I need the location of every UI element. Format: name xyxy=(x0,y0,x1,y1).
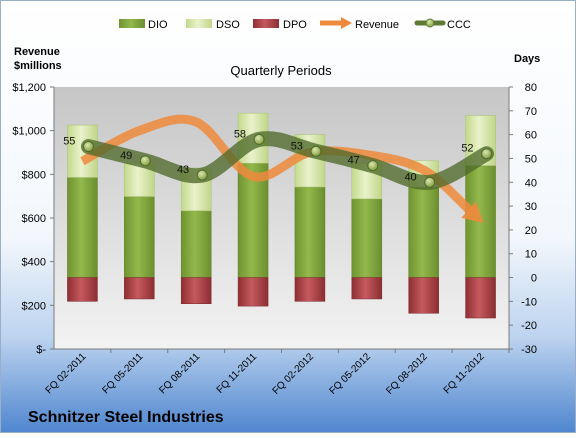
dpo-bar xyxy=(124,277,155,300)
dpo-bar xyxy=(465,277,496,319)
left-axis-tick-label: $200 xyxy=(22,300,46,312)
left-axis-title-line-1: Revenue xyxy=(14,46,60,58)
company-title: Schnitzer Steel Industries xyxy=(28,409,224,426)
ccc-data-label: 58 xyxy=(234,128,246,140)
left-axis-title-line-2: $millions xyxy=(14,60,62,72)
plot-area xyxy=(54,87,509,349)
ccc-point xyxy=(82,141,94,153)
legend-item-dso: DSO xyxy=(186,19,240,31)
legend: DIO DSO DPO Revenue CCC xyxy=(119,17,471,31)
dpo-bar xyxy=(237,277,269,307)
left-axis-tick-label: $400 xyxy=(22,257,46,269)
chart-title: Quarterly Periods xyxy=(230,63,332,78)
ccc-data-label: 55 xyxy=(63,136,75,148)
ccc-data-label: 53 xyxy=(291,140,303,152)
ccc-point xyxy=(481,148,493,160)
ccc-data-label: 52 xyxy=(461,143,473,155)
legend-item-revenue: Revenue xyxy=(320,17,399,31)
legend-marker-ccc xyxy=(425,18,435,28)
legend-swatch-dpo xyxy=(253,19,279,28)
right-axis-tick-label: 80 xyxy=(525,82,537,94)
dio-bar xyxy=(67,177,98,278)
right-axis-tick-label: 50 xyxy=(525,153,537,165)
right-axis-tick-label: 70 xyxy=(525,106,537,118)
left-axis-tick-label: $1,200 xyxy=(12,82,46,94)
left-axis-tick-label: $- xyxy=(36,344,46,356)
right-axis-tick-label: -10 xyxy=(521,296,537,308)
dpo-bar xyxy=(351,277,383,300)
ccc-data-label: 47 xyxy=(348,155,360,167)
ccc-data-label: 49 xyxy=(120,150,132,162)
ccc-point xyxy=(424,176,436,188)
ccc-line-layer: 55 49 43 58 53 47 40 52 xyxy=(63,128,495,190)
legend-arrowhead-revenue xyxy=(341,17,352,29)
ccc-point xyxy=(139,155,151,167)
right-axis-tick-label: 20 xyxy=(525,225,537,237)
dio-bar xyxy=(294,186,326,278)
legend-label-dso: DSO xyxy=(216,19,240,31)
right-axis-tick-label: 0 xyxy=(531,273,537,285)
dpo-bar xyxy=(408,277,439,314)
ccc-point xyxy=(367,160,379,172)
right-axis-title: Days xyxy=(514,53,540,65)
dpo-bar xyxy=(294,277,326,302)
legend-label-dio: DIO xyxy=(148,19,168,31)
left-axis-tick-label: $800 xyxy=(22,169,46,181)
ccc-point xyxy=(196,169,208,181)
dio-bar xyxy=(180,210,212,278)
dio-bar xyxy=(124,196,155,278)
legend-label-ccc: CCC xyxy=(447,19,471,31)
revenue-arrowhead xyxy=(461,201,484,223)
ccc-data-label: 40 xyxy=(404,171,416,183)
dio-bar xyxy=(408,186,439,278)
legend-label-revenue: Revenue xyxy=(355,19,399,31)
legend-item-dio: DIO xyxy=(119,19,168,31)
left-axis-tick-label: $1,000 xyxy=(12,126,46,138)
right-axis-tick-label: 30 xyxy=(525,201,537,213)
ccc-point xyxy=(310,145,322,157)
legend-item-ccc: CCC xyxy=(414,18,471,31)
left-axis-tick-label: $600 xyxy=(22,213,46,225)
ccc-point xyxy=(253,133,265,145)
legend-swatch-dio xyxy=(119,19,145,28)
revenue-line xyxy=(80,114,476,217)
legend-swatch-dso xyxy=(186,19,212,28)
legend-item-dpo: DPO xyxy=(253,19,307,31)
dio-bar xyxy=(351,198,383,278)
right-axis-tick-label: 10 xyxy=(525,249,537,261)
right-axis-tick-label: 40 xyxy=(525,177,537,189)
right-axis-tick-label: 60 xyxy=(525,130,537,142)
right-axis-tick-label: -30 xyxy=(521,344,537,356)
dpo-bar xyxy=(67,277,98,302)
ccc-data-label: 43 xyxy=(177,164,189,176)
revenue-line-layer xyxy=(80,114,484,223)
dpo-bar xyxy=(180,277,212,304)
legend-label-dpo: DPO xyxy=(283,19,307,31)
right-axis-tick-label: -20 xyxy=(521,320,537,332)
